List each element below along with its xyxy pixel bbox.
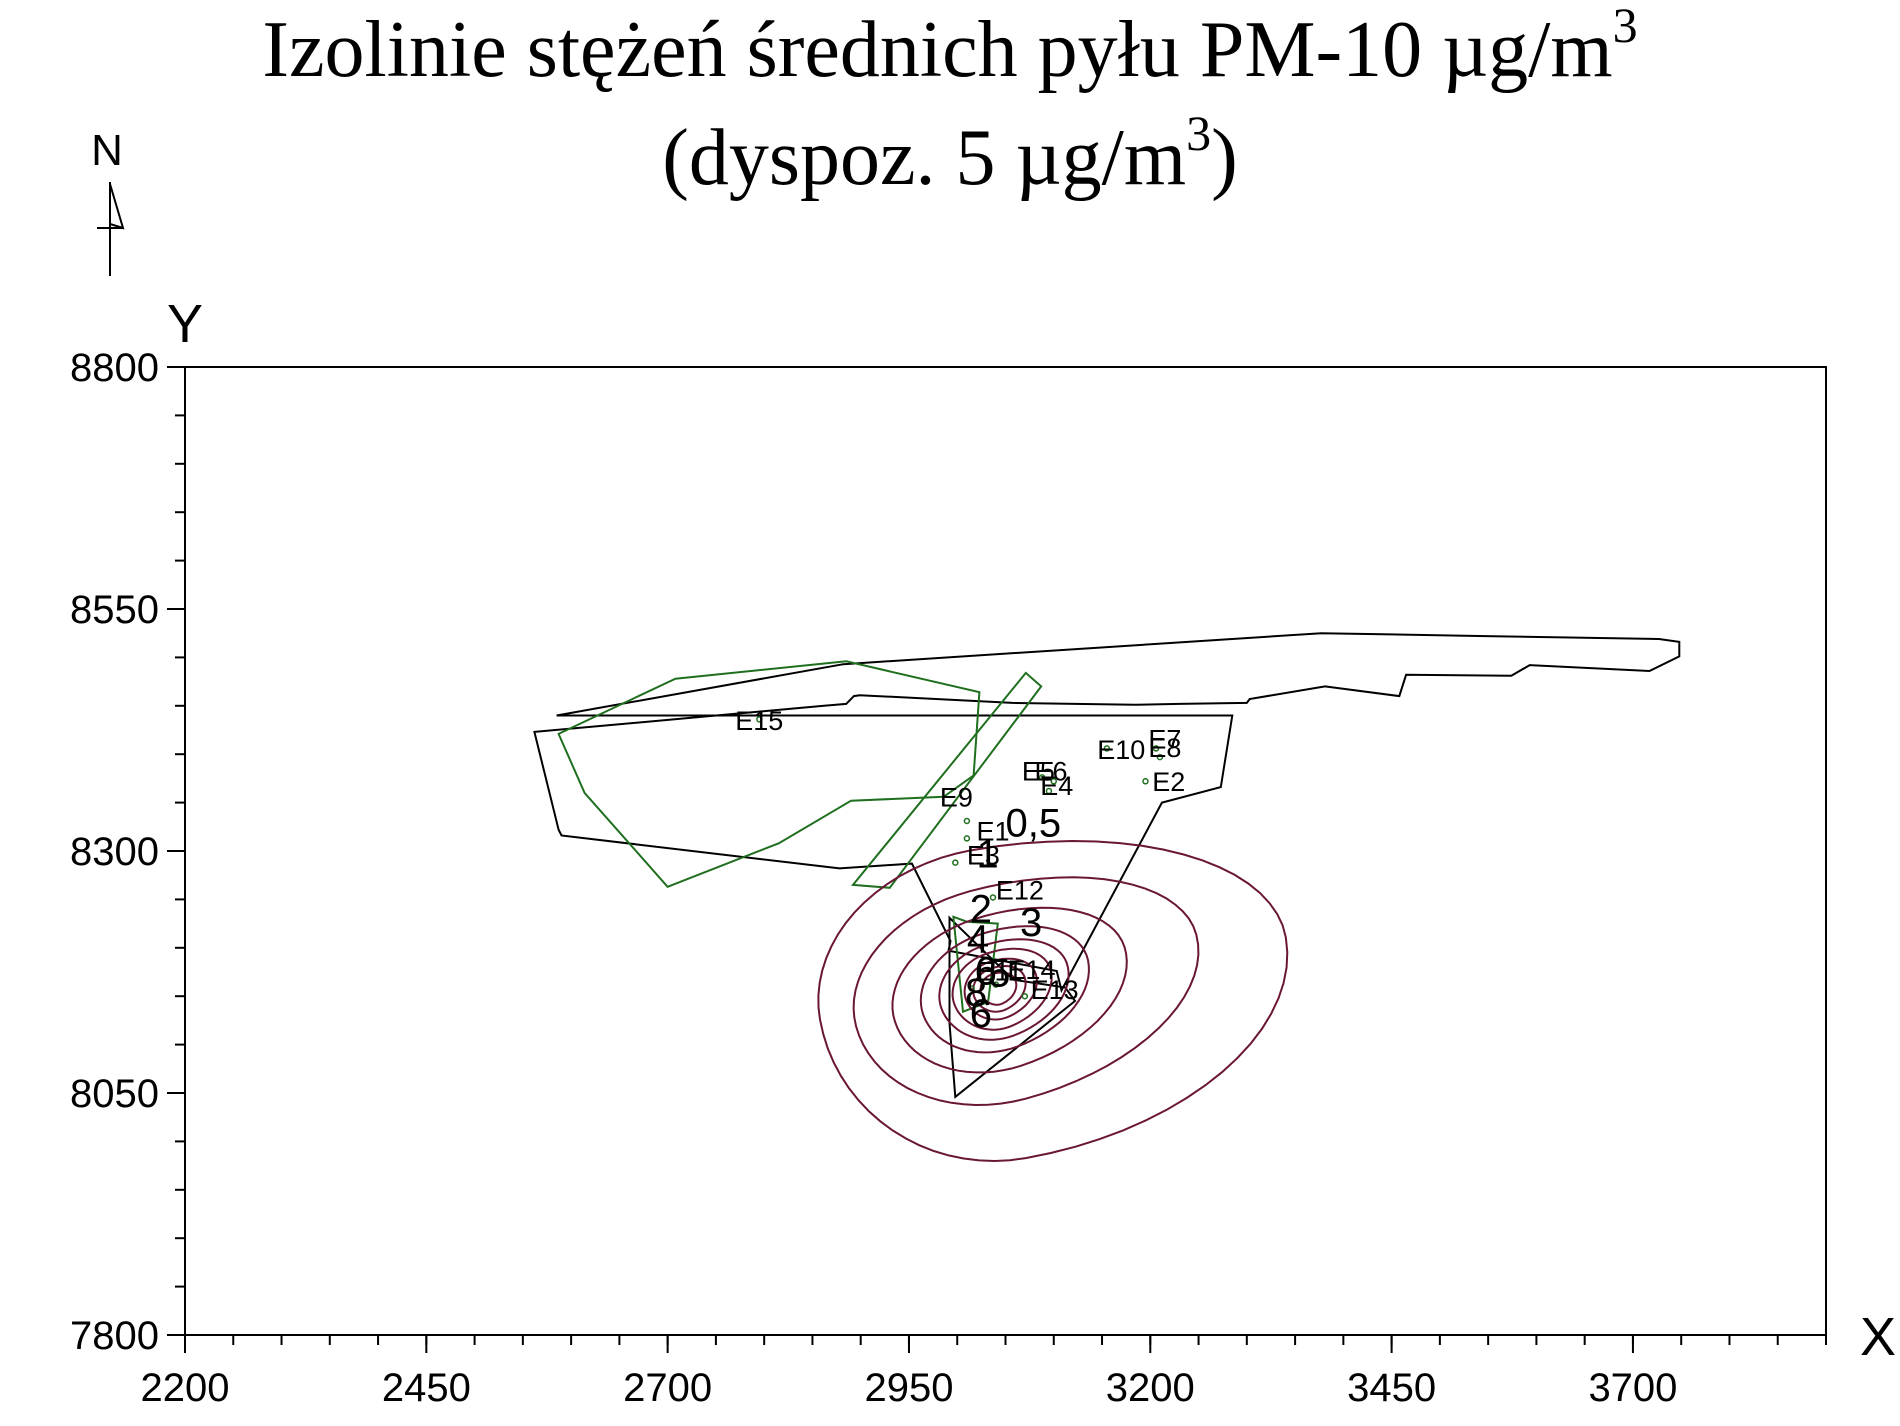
emitter-point-e9 (963, 817, 971, 825)
E9-strip-polygon (851, 671, 1043, 889)
emitter-label-e9: E9 (940, 782, 973, 812)
chart-title-line2-text: (dyspoz. 5 µg/m (662, 114, 1187, 202)
y-tick-label: 8050 (70, 1072, 159, 1116)
emitter-point-e12 (989, 894, 997, 901)
isoline-1 (852, 876, 1200, 1107)
emitter-point-e1 (963, 835, 971, 842)
contour-level-label: 0,5 (1006, 801, 1062, 845)
contour-level-label: 6 (975, 950, 997, 994)
plot-frame (184, 366, 1827, 1336)
plant-boundary-polygon (533, 632, 1681, 994)
x-tick-label: 3200 (1106, 1366, 1195, 1410)
y-tick-label: 7800 (70, 1314, 159, 1358)
emitter-label-e5: E5 (1022, 756, 1055, 786)
y-tick-label: 8800 (70, 346, 159, 390)
emitter-label-e13: E13 (1031, 975, 1079, 1005)
emitter-point-e6 (1050, 778, 1058, 785)
E12-area-polygon (952, 915, 999, 1014)
emitter-label-e10: E10 (1097, 735, 1145, 765)
north-arrow-icon: N (91, 126, 125, 276)
isoline-8 (979, 971, 1018, 1006)
emitter-point-e10 (1103, 745, 1111, 752)
contour-level-label: 4 (967, 918, 989, 962)
compass-head (109, 183, 125, 230)
x-tick-label: 2700 (623, 1366, 712, 1410)
emitter-point-e7 (1152, 745, 1160, 752)
x-axis-label: X (1860, 1307, 1896, 1367)
contour-level-label: 6 (970, 992, 992, 1036)
x-tick-label: 3700 (1588, 1366, 1677, 1410)
x-tick-label: 2200 (141, 1366, 230, 1410)
isoline-5 (951, 947, 1053, 1031)
emitter-label-e14: E14 (1007, 955, 1055, 985)
isoline-6 (963, 957, 1038, 1021)
isoline-0-5 (817, 839, 1289, 1163)
emitter-point-e8 (1156, 753, 1164, 761)
emitter-label-e8: E8 (1148, 733, 1181, 763)
emitter-label-e7: E7 (1148, 724, 1181, 754)
chart-title-line1: Izolinie stężeń średnich pyłu PM-10 µg/m… (0, 0, 1900, 90)
emitter-point-e11 (968, 985, 975, 992)
emitter-point-e15 (756, 716, 763, 723)
plot-area: 2200 2450 2700 2950 3200 3450 3700 7800 8050 8300… (70, 346, 1827, 1410)
emitter-label-e6: E6 (1034, 756, 1067, 786)
emitter-point-e13 (1021, 992, 1029, 1000)
emitter-point-e4 (1045, 787, 1053, 795)
contour-level-label: 5 (988, 952, 1010, 996)
emitter-label-e15: E15 (735, 706, 783, 736)
contour-level-label: 1 (977, 832, 999, 876)
emitter-point-e14 (992, 981, 1000, 988)
emitter-label-e4: E4 (1040, 771, 1073, 801)
chart-title-line2-superscript: 3 (1186, 105, 1212, 161)
contour-level-label: 3 (1020, 901, 1042, 945)
chart-title-line2: (dyspoz. 5 µg/m3) (0, 108, 1900, 198)
chart-title-line1-text: Izolinie stężeń średnich pyłu PM-10 µg/m (262, 6, 1613, 94)
y-tick-label: 8550 (70, 588, 159, 632)
isoline-3 (919, 925, 1090, 1054)
y-axis-label: Y (167, 294, 203, 354)
emitter-label-e11: E11 (977, 957, 1023, 987)
emitter-point-e5 (1038, 774, 1046, 781)
emitter-point-e2 (1142, 778, 1149, 785)
x-tick-label: 2450 (382, 1366, 471, 1410)
isoline-7 (972, 964, 1027, 1013)
isoline-2 (891, 906, 1128, 1074)
emitter-label-e1: E1 (977, 816, 1010, 846)
emitter-point-e3 (952, 859, 959, 866)
isoline-4 (938, 938, 1070, 1041)
chart-title-line2-close: ) (1211, 114, 1238, 202)
x-tick-label: 2950 (864, 1366, 953, 1410)
compass-label: N (91, 126, 123, 175)
E15-area-polygon (557, 660, 981, 888)
x-tick-label: 3450 (1347, 1366, 1436, 1410)
chart-title-line1-superscript: 3 (1612, 0, 1638, 53)
emitter-label-e3: E3 (967, 841, 1000, 871)
y-tick-label: 8300 (70, 830, 159, 874)
contour-level-label: 2 (970, 888, 992, 932)
emitter-label-e12: E12 (996, 875, 1044, 905)
emitter-label-e2: E2 (1152, 767, 1185, 797)
contour-level-label: 8 (965, 971, 987, 1015)
